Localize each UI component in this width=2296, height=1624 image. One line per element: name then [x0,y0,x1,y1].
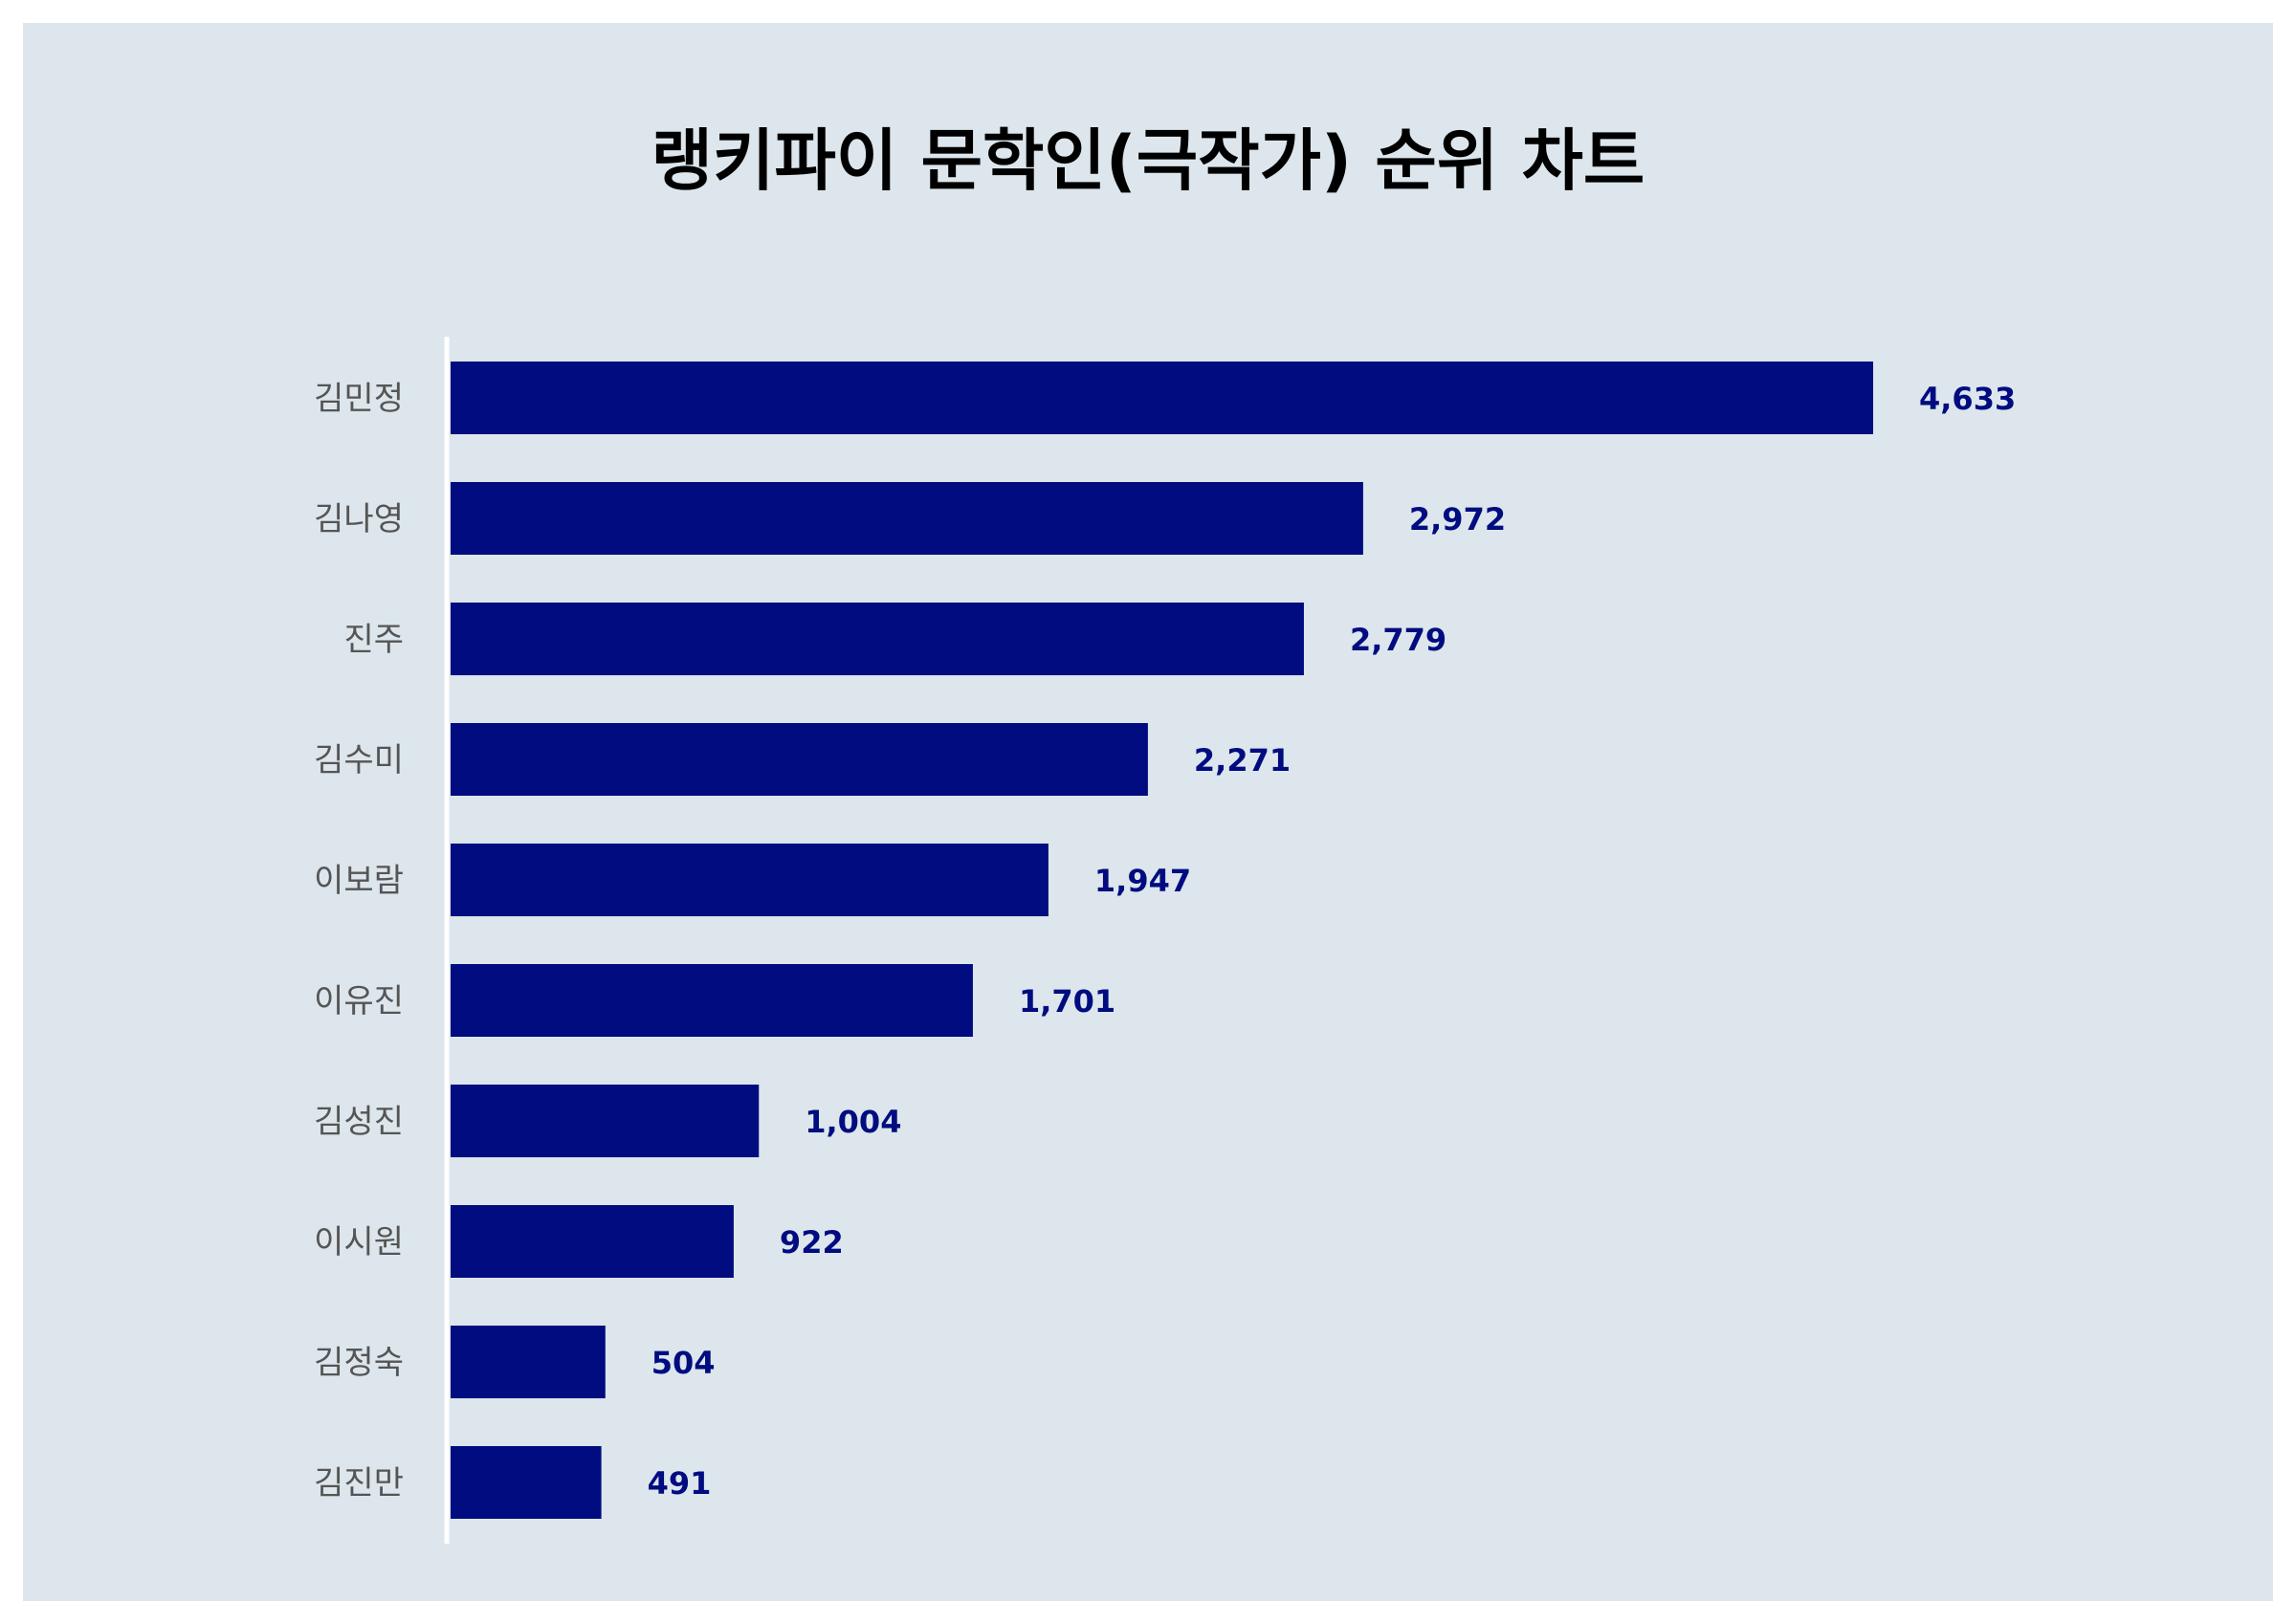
category-label: 김민정 [314,380,404,418]
category-label: 김수미 [314,741,404,779]
bar [451,1326,606,1398]
category-label: 김진만 [314,1464,404,1503]
category-label: 김정숙 [314,1344,404,1382]
chart-title: 랭키파이 문학인(극작가) 순위 차트 [651,121,1645,200]
bar [451,603,1304,675]
category-label: 이유진 [314,982,404,1020]
bar [451,723,1148,796]
value-label: 4,633 [1919,381,2016,417]
value-label: 1,947 [1094,863,1191,899]
value-label: 1,004 [805,1104,901,1140]
value-label: 2,972 [1409,501,1506,538]
value-label: 2,779 [1350,622,1446,658]
category-label: 진주 [343,621,404,659]
category-label: 이보람 [314,862,404,900]
value-label: 491 [648,1465,712,1502]
value-label: 1,701 [1019,983,1115,1020]
bar [451,844,1049,916]
chart-panel [23,23,2273,1601]
category-label: 이시원 [314,1223,404,1262]
bar [451,964,973,1037]
bar [451,362,1873,434]
value-label: 922 [780,1224,844,1261]
category-label: 김나영 [314,500,404,538]
bar [451,1205,734,1278]
category-label: 김성진 [314,1103,404,1141]
value-label: 2,271 [1194,742,1291,779]
bar [451,1085,760,1157]
value-label: 504 [651,1345,716,1381]
bar [451,1446,602,1519]
bar [451,482,1363,555]
